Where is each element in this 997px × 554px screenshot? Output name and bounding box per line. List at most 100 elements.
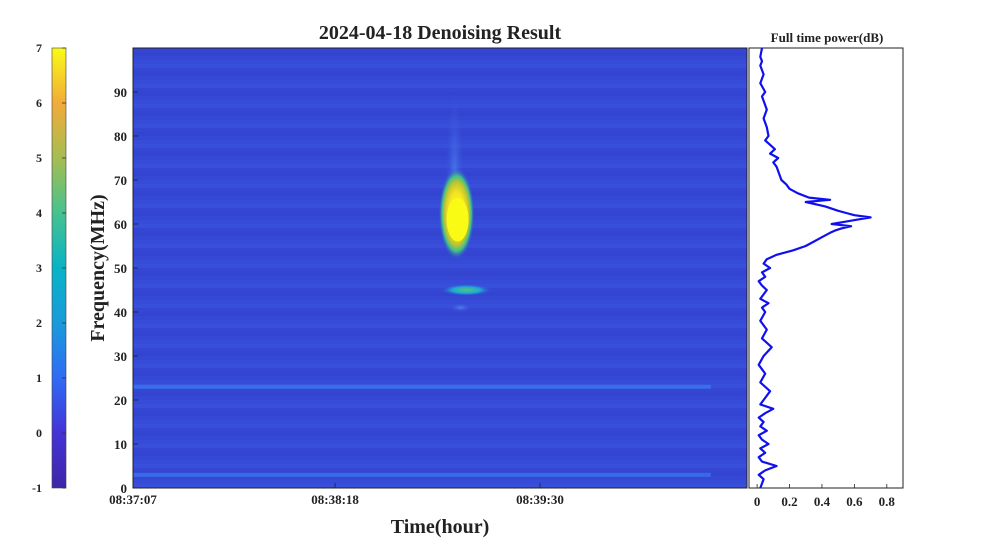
texture-row [133,420,747,424]
colorbar-tick-label: 1 [36,371,42,385]
texture-row [133,124,747,128]
power-line [757,47,872,489]
heatmap-band-23MHz [133,384,711,389]
colorbar-tick-label: 3 [36,261,42,275]
x-tick-label: 08:39:30 [516,492,564,507]
texture-row [133,372,747,376]
texture-row [133,232,747,236]
x-tick-label: 08:38:18 [311,492,359,507]
texture-row [133,188,747,192]
texture-row [133,380,747,384]
texture-row [133,120,747,124]
texture-row [133,348,747,352]
texture-row [133,484,747,488]
heatmap [133,48,747,488]
texture-row [133,328,747,332]
texture-row [133,376,747,380]
texture-row [133,96,747,100]
texture-row [133,168,747,172]
texture-row [133,436,747,440]
texture-row [133,128,747,132]
texture-row [133,240,747,244]
texture-row [133,288,747,292]
texture-row [133,184,747,188]
texture-row [133,156,747,160]
texture-row [133,296,747,300]
y-tick-label: 40 [114,305,127,320]
texture-row [133,300,747,304]
texture-row [133,364,747,368]
y-tick-label: 70 [114,173,127,188]
texture-row [133,360,747,364]
texture-row [133,480,747,484]
texture-row [133,64,747,68]
texture-row [133,464,747,468]
texture-row [133,160,747,164]
colorbar-tick-label: 6 [36,96,42,110]
power-x-tick-label: 0.4 [814,494,831,509]
chart-title: 2024-04-18 Denoising Result [319,22,562,44]
texture-row [133,180,747,184]
texture-row [133,308,747,312]
texture-row [133,428,747,432]
y-tick-label: 90 [114,85,127,100]
texture-row [133,252,747,256]
texture-row [133,80,747,84]
colorbar-ticks: -1 0 1 2 3 4 5 6 7 [32,41,66,495]
texture-row [133,432,747,436]
texture-row [133,260,747,264]
power-x-tick-label: 0.2 [781,494,797,509]
texture-row [133,408,747,412]
power-axes: 0 0.2 0.4 0.6 0.8 [754,484,896,509]
texture-row [133,352,747,356]
heatmap-burst-core [446,197,469,242]
texture-row [133,412,747,416]
texture-row [133,112,747,116]
texture-row [133,108,747,112]
y-axis-label: Frequency(MHz) [87,194,109,341]
texture-row [133,344,747,348]
texture-row [133,256,747,260]
colorbar-tick-label: 2 [36,316,42,330]
texture-row [133,280,747,284]
y-tick-label: 50 [114,261,127,276]
texture-row [133,248,747,252]
texture-row [133,60,747,64]
texture-row [133,324,747,328]
texture-row [133,152,747,156]
x-axis-label: Time(hour) [391,516,490,538]
colorbar-tick-label: 4 [36,206,42,220]
power-x-tick-label: 0.8 [879,494,896,509]
texture-row [133,440,747,444]
y-tick-label: 80 [114,129,127,144]
texture-row [133,68,747,72]
texture-row [133,456,747,460]
texture-row [133,236,747,240]
texture-row [133,284,747,288]
texture-row [133,448,747,452]
texture-row [133,84,747,88]
texture-row [133,164,747,168]
texture-row [133,172,747,176]
texture-row [133,144,747,148]
texture-row [133,356,747,360]
texture-row [133,452,747,456]
colorbar-tick-label: -1 [32,481,42,495]
texture-row [133,468,747,472]
colorbar-tick-label: 0 [36,426,42,440]
heatmap-band-45MHz [440,284,493,296]
texture-row [133,176,747,180]
texture-row [133,320,747,324]
texture-row [133,460,747,464]
y-tick-label: 30 [114,349,127,364]
texture-row [133,140,747,144]
y-tick-label: 10 [114,437,127,452]
texture-row [133,88,747,92]
texture-row [133,368,747,372]
texture-row [133,444,747,448]
texture-row [133,332,747,336]
texture-row [133,392,747,396]
heatmap-texture [133,48,747,488]
texture-row [133,416,747,420]
power-panel [748,47,904,489]
